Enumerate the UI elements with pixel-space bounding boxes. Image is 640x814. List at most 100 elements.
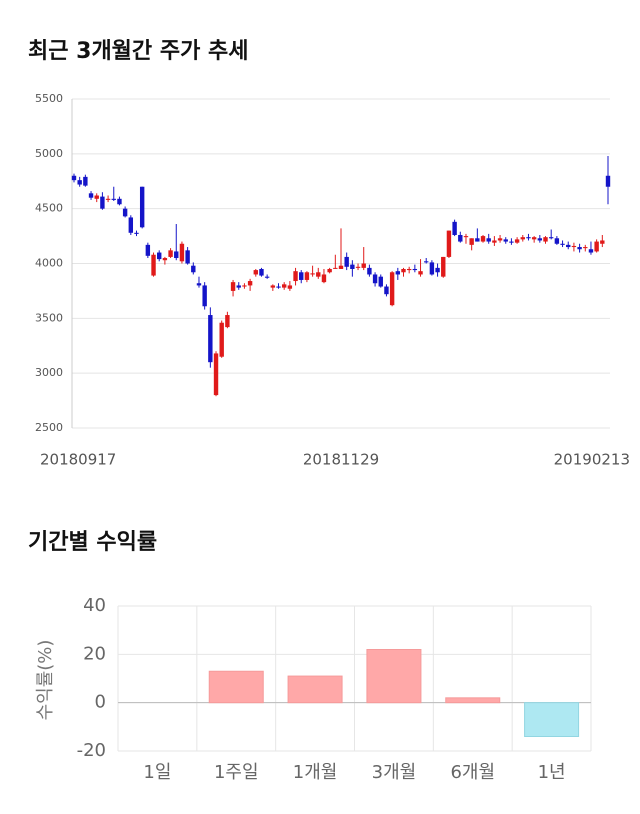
candle-body bbox=[264, 276, 270, 278]
candle-body bbox=[594, 241, 599, 252]
candle-body bbox=[242, 285, 247, 287]
candle-body bbox=[475, 238, 480, 242]
candle-body bbox=[338, 265, 344, 269]
candle-body bbox=[88, 193, 94, 198]
candle-body bbox=[543, 237, 548, 242]
x-tick-label: 1일 bbox=[143, 762, 171, 783]
candle-body bbox=[168, 250, 173, 257]
y-tick-label: 3000 bbox=[35, 366, 63, 379]
candle-body bbox=[299, 272, 304, 280]
candle-body bbox=[412, 268, 418, 271]
candle-body bbox=[583, 247, 588, 249]
candle-body bbox=[566, 244, 571, 248]
candle-body bbox=[253, 270, 258, 275]
candle-body bbox=[94, 195, 99, 199]
candle-body bbox=[128, 217, 134, 233]
candle-body bbox=[520, 237, 525, 240]
candle-body bbox=[497, 238, 503, 241]
candle-body bbox=[446, 230, 452, 257]
candle-body bbox=[151, 254, 156, 276]
candle-body bbox=[321, 274, 327, 283]
candle-body bbox=[361, 263, 366, 268]
candle-body bbox=[486, 238, 491, 242]
candle-body bbox=[424, 261, 429, 263]
candle-body bbox=[441, 256, 446, 277]
candle-body bbox=[503, 239, 508, 242]
y-tick-label: 5000 bbox=[35, 147, 63, 160]
candle-body bbox=[270, 285, 276, 288]
x-tick-label: 20180917 bbox=[40, 451, 116, 469]
candle-body bbox=[213, 353, 219, 396]
candle-body bbox=[281, 284, 287, 288]
candle-body bbox=[554, 238, 560, 244]
y-tick-label: 3500 bbox=[35, 311, 63, 324]
candle-body bbox=[509, 241, 514, 243]
bar bbox=[287, 675, 343, 704]
candle-body bbox=[429, 262, 435, 275]
y-tick-label: 4000 bbox=[35, 257, 63, 270]
chart-title: 최근 3개월간 주가 추세 bbox=[28, 39, 248, 64]
candle-body bbox=[174, 251, 179, 259]
candle-body bbox=[588, 249, 594, 253]
y-tick-label: 2500 bbox=[35, 421, 63, 434]
candle-body bbox=[304, 272, 310, 280]
candle-body bbox=[77, 180, 82, 185]
candle-body bbox=[230, 282, 236, 291]
x-tick-label: 1개월 bbox=[293, 762, 338, 783]
x-tick-label: 6개월 bbox=[450, 762, 495, 783]
candle-body bbox=[327, 268, 332, 273]
bar bbox=[366, 649, 422, 704]
y-tick-label: -20 bbox=[77, 740, 106, 761]
candle-body bbox=[310, 273, 315, 275]
candle-body bbox=[247, 281, 253, 286]
candle-body bbox=[185, 250, 190, 264]
x-tick-label: 20181129 bbox=[303, 451, 379, 469]
candle-body bbox=[452, 221, 457, 235]
x-tick-label: 1년 bbox=[538, 762, 566, 783]
candle-body bbox=[480, 236, 486, 242]
candle-body bbox=[350, 264, 355, 269]
bar bbox=[445, 697, 501, 704]
bar bbox=[208, 670, 264, 704]
candle-body bbox=[236, 285, 241, 288]
y-tick-label: 40 bbox=[83, 595, 106, 616]
candle-body bbox=[492, 240, 497, 243]
candle-body bbox=[225, 315, 230, 328]
candle-body bbox=[196, 283, 202, 286]
candle-body bbox=[276, 286, 281, 288]
y-tick-label: 5500 bbox=[35, 92, 63, 105]
candle-body bbox=[139, 186, 145, 228]
candle-body bbox=[105, 198, 111, 200]
y-axis-label: 수익률(%) bbox=[35, 640, 56, 721]
candle-body bbox=[389, 272, 395, 306]
candle-body bbox=[571, 245, 577, 248]
candle-body bbox=[219, 322, 224, 357]
bar bbox=[524, 702, 580, 738]
candle-body bbox=[514, 239, 520, 243]
candle-body bbox=[406, 268, 412, 271]
candle-body bbox=[560, 243, 565, 245]
candle-body bbox=[435, 267, 440, 273]
candle-body bbox=[463, 236, 469, 238]
y-tick-label: 20 bbox=[83, 643, 106, 664]
candle-body bbox=[577, 247, 582, 250]
y-tick-label: 4500 bbox=[35, 202, 63, 215]
x-tick-label: 20190213 bbox=[554, 451, 630, 469]
candle-body bbox=[145, 244, 151, 256]
candle-body bbox=[605, 175, 611, 187]
candle-body bbox=[157, 252, 162, 260]
candle-body bbox=[111, 198, 116, 200]
y-tick-label: 0 bbox=[95, 692, 106, 713]
candle-body bbox=[134, 232, 139, 234]
candle-body bbox=[531, 237, 537, 240]
candle-body bbox=[259, 268, 264, 276]
candle-body bbox=[367, 267, 372, 275]
candle-body bbox=[162, 258, 168, 261]
candle-body bbox=[179, 243, 185, 262]
candle-body bbox=[191, 265, 196, 273]
candle-body bbox=[378, 276, 383, 287]
candle-body bbox=[537, 238, 543, 241]
x-tick-label: 3개월 bbox=[372, 762, 417, 783]
candle-body bbox=[344, 256, 349, 267]
